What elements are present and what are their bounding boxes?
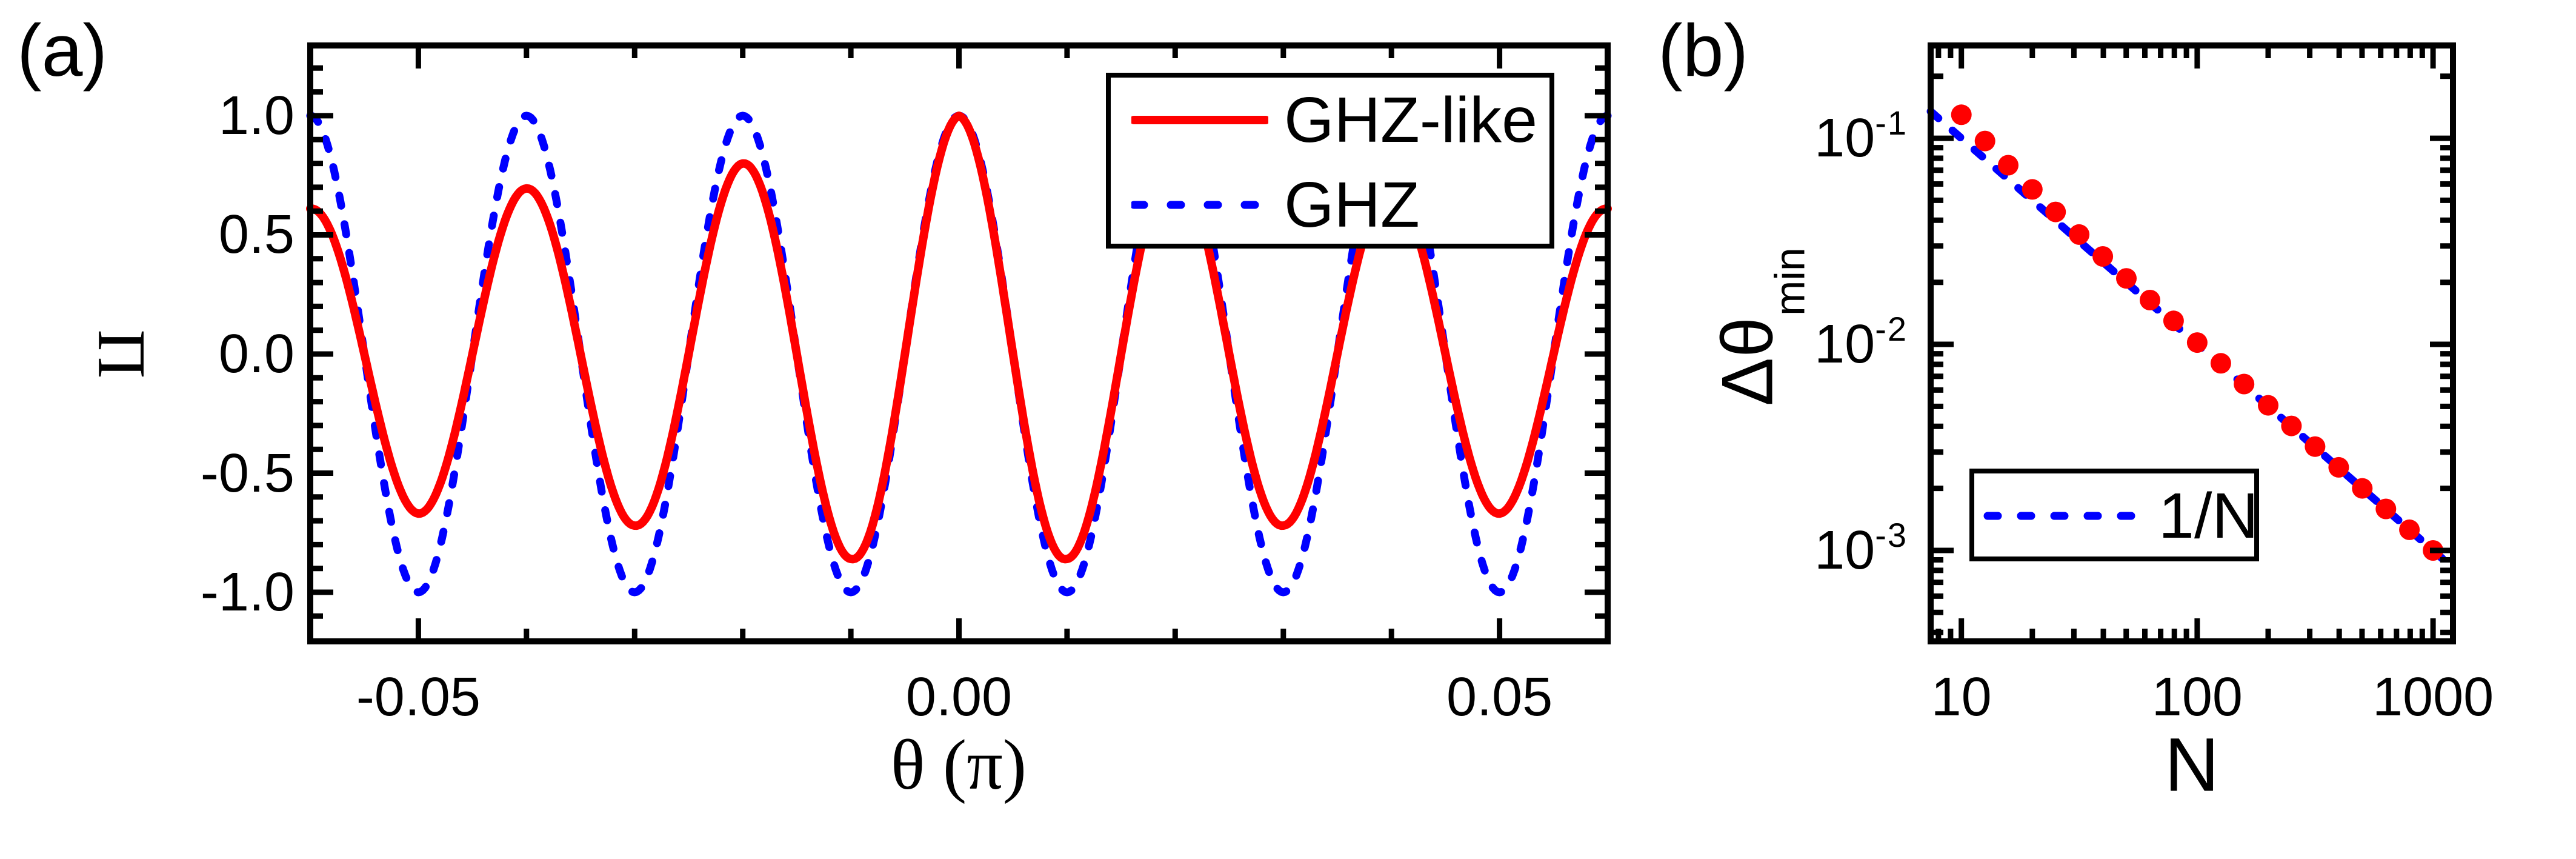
data-point <box>2140 290 2160 310</box>
curve-ghz-dashed <box>306 112 1612 597</box>
data-point <box>2328 456 2349 478</box>
data-point <box>2092 246 2114 267</box>
data-point <box>1974 130 1995 152</box>
data-point <box>2022 179 2043 200</box>
data-point <box>2399 519 2420 540</box>
data-point <box>2163 310 2184 332</box>
data-point <box>2258 395 2278 416</box>
data-point <box>2210 353 2231 374</box>
data-points-group <box>1951 104 2444 561</box>
data-point <box>2305 436 2326 457</box>
data-point <box>2352 478 2373 499</box>
data-point <box>1998 155 2019 176</box>
panel-a-frame <box>307 42 1611 644</box>
data-point <box>2186 332 2208 353</box>
curve-ghz-like-solid <box>306 111 1612 564</box>
data-point <box>1951 104 1972 125</box>
data-point <box>2116 268 2137 289</box>
data-point <box>2069 224 2090 245</box>
data-point <box>2045 201 2066 222</box>
data-point <box>2234 373 2255 395</box>
data-point <box>2375 498 2397 520</box>
data-point <box>2281 415 2302 436</box>
